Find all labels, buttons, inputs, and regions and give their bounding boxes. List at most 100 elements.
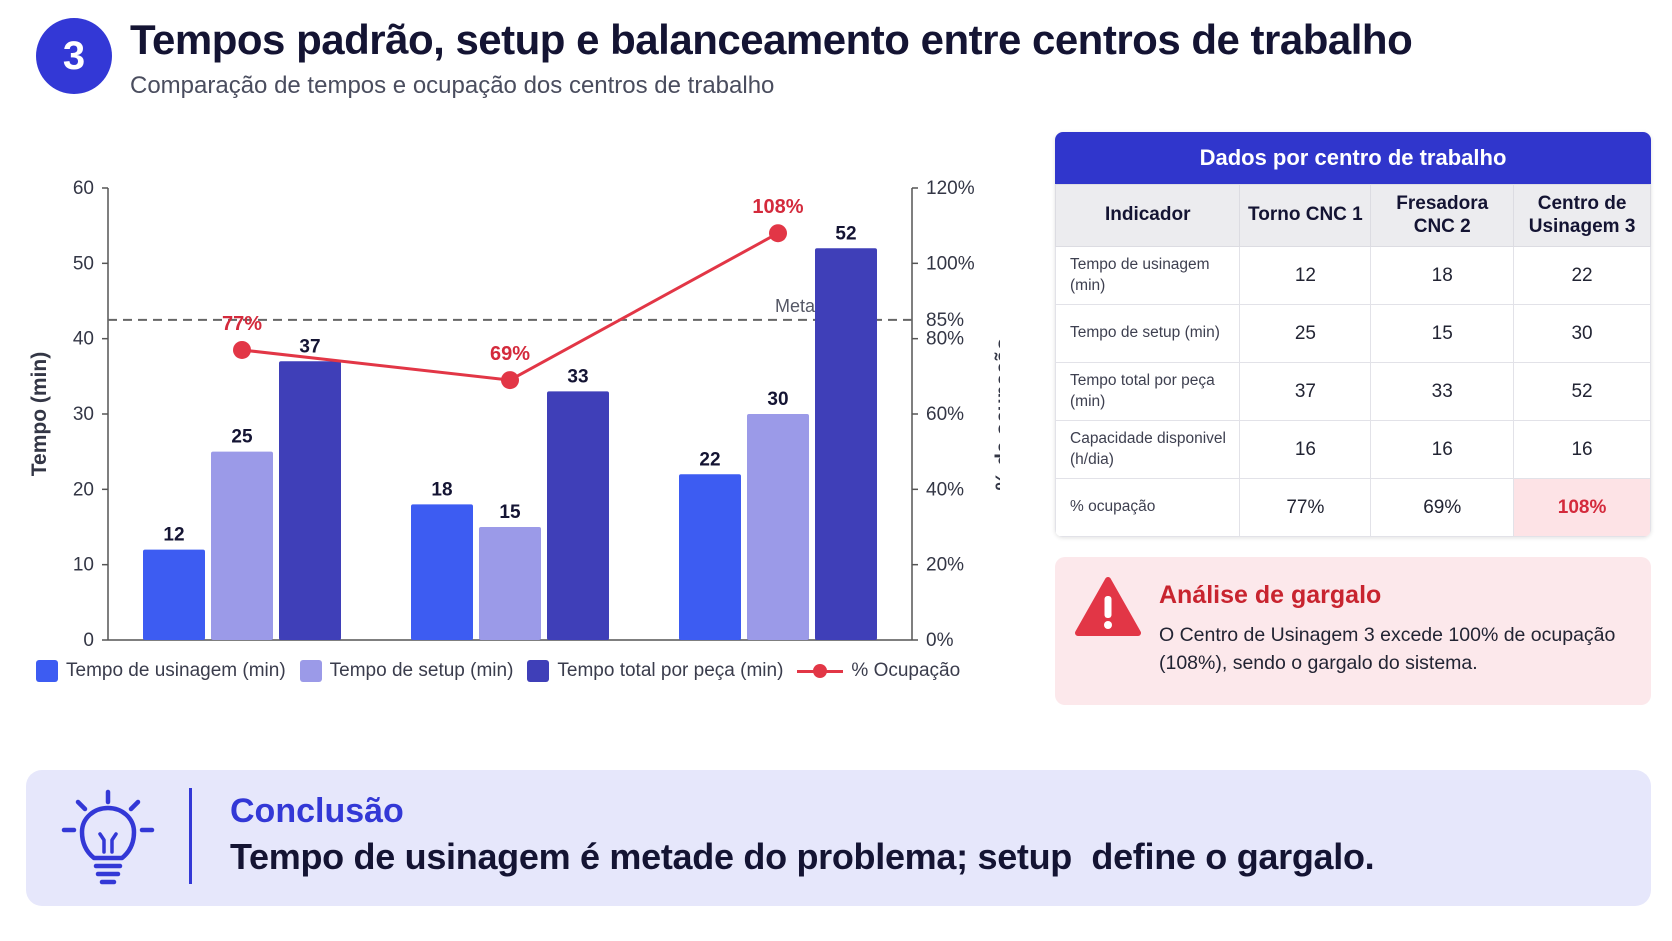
table-cell: 12 [1239, 246, 1372, 305]
combo-chart: 0 10 20 30 40 50 60 0% 20% 40% 60% 80% 100% 120% 85% Te… [28, 178, 1000, 650]
table-cell: 25 [1239, 304, 1372, 363]
bar [747, 414, 809, 640]
table-panel-header: Dados por centro de trabalho [1055, 132, 1651, 184]
bar [143, 549, 205, 640]
table-row-label: Tempo total por peça (min) [1055, 362, 1241, 421]
y-tick-label: 40 [73, 329, 94, 350]
y-tick-label: 30 [73, 404, 94, 425]
bottleneck-alert: Análise de gargalo O Centro de Usinagem … [1055, 557, 1651, 705]
y2-tick-label: 20% [926, 555, 964, 576]
data-table: Indicador Torno CNC 1 Fresadora CNC 2 Ce… [1055, 184, 1651, 537]
bar-value-label: 33 [567, 366, 588, 387]
alert-title: Análise de gargalo [1159, 581, 1382, 609]
table-column-header: Torno CNC 1 [1239, 184, 1372, 247]
table-cell: 69% [1370, 478, 1515, 537]
bar [815, 248, 877, 640]
legend-swatch-setup [299, 660, 322, 682]
bar-value-label: 30 [767, 389, 788, 410]
occupancy-point [769, 224, 787, 243]
occupancy-label: 77% [222, 313, 262, 335]
table-cell: 16 [1239, 420, 1372, 479]
table-cell: 22 [1513, 246, 1651, 305]
bar [479, 527, 541, 640]
table-column-header: Centro de Usinagem 3 [1513, 184, 1651, 247]
legend-item-ocupacao: % Ocupação [797, 660, 960, 682]
bar-value-label: 37 [299, 336, 320, 357]
bar-value-label: 15 [499, 502, 521, 523]
y-tick-label: 50 [73, 253, 94, 274]
conclusion-text: Tempo de usinagem é metade do problema; … [230, 836, 1375, 877]
conclusion-box: Conclusão Tempo de usinagem é metade do … [26, 770, 1651, 906]
warning-icon [1075, 577, 1141, 636]
table-cell: 30 [1513, 304, 1651, 363]
bar-value-label: 52 [835, 223, 856, 244]
table-column-header: Fresadora CNC 2 [1370, 184, 1515, 247]
y2-tick-label: 120% [926, 178, 975, 199]
alert-text: O Centro de Usinagem 3 excede 100% de oc… [1159, 624, 1616, 675]
legend-item-setup: Tempo de setup (min) [299, 660, 514, 682]
table-row-label: Tempo de setup (min) [1055, 304, 1241, 363]
y2-tick-label: 60% [926, 404, 964, 425]
table-cell: 77% [1239, 478, 1372, 537]
table-cell: 18 [1370, 246, 1515, 305]
page-subtitle: Comparação de tempos e ocupação dos cent… [130, 72, 775, 99]
conclusion-divider [189, 788, 192, 884]
table-row-label: % ocupação [1055, 478, 1241, 537]
legend-item-usinagem: Tempo de usinagem (min) [36, 660, 286, 682]
occupancy-point [501, 371, 519, 390]
table-cell: 33 [1370, 362, 1515, 421]
y2-tick-label: 80% [926, 329, 964, 350]
bar [411, 504, 473, 640]
table-cell: 37 [1239, 362, 1372, 421]
bar-value-label: 22 [699, 449, 720, 470]
legend-label-setup: Tempo de setup (min) [329, 660, 514, 681]
table-cell: 16 [1370, 420, 1515, 479]
y-axis-title: Tempo (min) [28, 352, 51, 476]
y2-tick-label: 0% [926, 630, 954, 650]
y-tick-label: 20 [73, 479, 94, 500]
legend-line-ocupacao [797, 660, 844, 682]
table-row: Capacidade disponivel (h/dia) 16 16 16 [1055, 420, 1651, 479]
legend-label-ocupacao: % Ocupação [851, 660, 961, 681]
y2-tick-label: 100% [926, 253, 975, 274]
table-row: Tempo total por peça (min) 37 33 52 [1055, 362, 1651, 421]
table-column-header: Indicador [1055, 184, 1241, 247]
y-tick-label: 0 [83, 630, 94, 650]
bar-value-label: 18 [431, 479, 452, 500]
bar [547, 391, 609, 640]
conclusion-label: Conclusão [230, 792, 404, 830]
legend-label-usinagem: Tempo de usinagem (min) [66, 660, 286, 681]
occupancy-point [233, 340, 251, 359]
legend-swatch-usinagem [36, 660, 58, 682]
data-table-panel: Dados por centro de trabalho Indicador T… [1055, 132, 1651, 537]
legend-item-total: Tempo total por peça (min) [527, 660, 783, 682]
table-header-row: Indicador Torno CNC 1 Fresadora CNC 2 Ce… [1055, 184, 1651, 247]
legend-label-total: Tempo total por peça (min) [557, 660, 784, 681]
bar [211, 451, 273, 640]
table-row: Tempo de usinagem (min) 12 18 22 [1055, 246, 1651, 305]
y-tick-label: 60 [73, 178, 94, 199]
y2-tick-label: 40% [926, 479, 964, 500]
bar-value-label: 25 [231, 427, 253, 448]
table-row: % ocupação 77% 69% 108% [1055, 478, 1651, 537]
y2-tick-label: 85% [926, 310, 964, 331]
table-row-label: Capacidade disponivel (h/dia) [1055, 420, 1241, 479]
bar [679, 474, 741, 640]
legend-swatch-total [527, 660, 550, 682]
bar [279, 361, 341, 640]
table-row: Tempo de setup (min) 25 15 30 [1055, 304, 1651, 363]
table-cell: 52 [1513, 362, 1651, 421]
table-cell: 15 [1370, 304, 1515, 363]
table-cell: 16 [1513, 420, 1651, 479]
step-number-badge: 3 [36, 18, 112, 94]
chart-legend: Tempo de usinagem (min) Tempo de setup (… [36, 660, 960, 682]
bar-value-label: 12 [163, 525, 184, 546]
page-title: Tempos padrão, setup e balanceamento ent… [130, 16, 1413, 63]
table-row-label: Tempo de usinagem (min) [1055, 246, 1241, 305]
y-tick-label: 10 [73, 555, 94, 576]
y2-axis-title: % de ocupação [992, 338, 1000, 491]
occupancy-label: 69% [490, 343, 530, 365]
occupancy-label: 108% [752, 196, 803, 218]
table-cell-highlight: 108% [1513, 478, 1651, 537]
lightbulb-icon [61, 789, 155, 885]
